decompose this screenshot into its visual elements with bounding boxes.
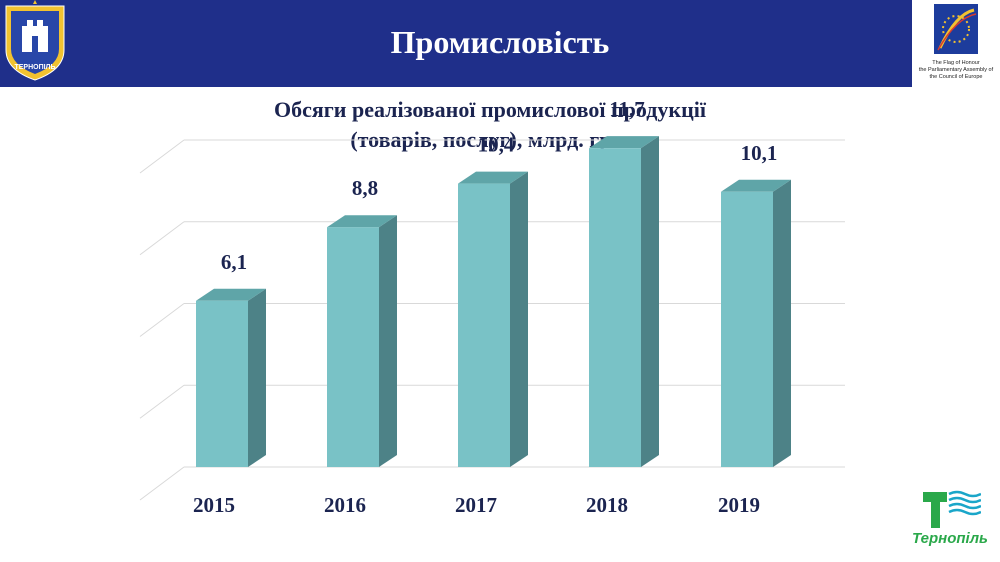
data-label: 8,8 xyxy=(352,176,378,200)
bar xyxy=(721,191,773,467)
bar xyxy=(196,300,248,467)
council-of-europe-flag-icon xyxy=(934,4,978,54)
bar-side xyxy=(773,179,791,467)
coat-of-arms-icon: ТЕРНОПІЛЬ xyxy=(5,0,65,81)
city-logo-text: Тернопіль xyxy=(912,530,988,547)
bar-side xyxy=(379,215,397,467)
x-tick-label: 2018 xyxy=(586,493,628,517)
gridline-diagonal xyxy=(139,221,185,256)
bar-top xyxy=(589,136,659,149)
council-of-europe-badge: The Flag of Honour the Parliamentary Ass… xyxy=(912,0,1000,87)
page-title: Промисловість xyxy=(390,24,610,60)
data-label: 10,1 xyxy=(741,141,778,165)
ternopil-city-logo: Тернопіль xyxy=(905,484,995,556)
gridline-diagonal xyxy=(139,466,185,501)
x-tick-label: 2017 xyxy=(455,493,497,517)
data-label: 6,1 xyxy=(221,250,247,274)
bar-side xyxy=(641,136,659,468)
ternopil-logo-icon xyxy=(923,490,981,528)
bar xyxy=(327,227,379,467)
bar-side xyxy=(510,171,528,467)
coat-of-arms-label: ТЕРНОПІЛЬ xyxy=(14,64,55,71)
flag-caption: The Flag of Honour the Parliamentary Ass… xyxy=(918,60,994,80)
bar-top xyxy=(721,179,791,192)
data-label: 10,4 xyxy=(478,133,515,157)
header-bar: ТЕРНОПІЛЬ Промисловість The Flag of Hono… xyxy=(0,0,1000,87)
data-label: 11,7 xyxy=(609,97,645,121)
bar-top xyxy=(196,288,266,301)
gridline-diagonal xyxy=(139,384,185,419)
bar xyxy=(589,148,641,468)
chart-title-line-1: Обсяги реалізованої промислової продукці… xyxy=(274,97,706,122)
gridline-diagonal xyxy=(139,303,185,337)
x-tick-label: 2019 xyxy=(718,493,760,517)
x-tick-label: 2015 xyxy=(193,493,235,517)
x-tick-label: 2016 xyxy=(324,493,366,517)
bar xyxy=(458,183,510,467)
bar-side xyxy=(248,288,266,467)
bar-top xyxy=(458,171,528,184)
gridline-diagonal xyxy=(139,139,185,174)
bar-top xyxy=(327,215,397,228)
